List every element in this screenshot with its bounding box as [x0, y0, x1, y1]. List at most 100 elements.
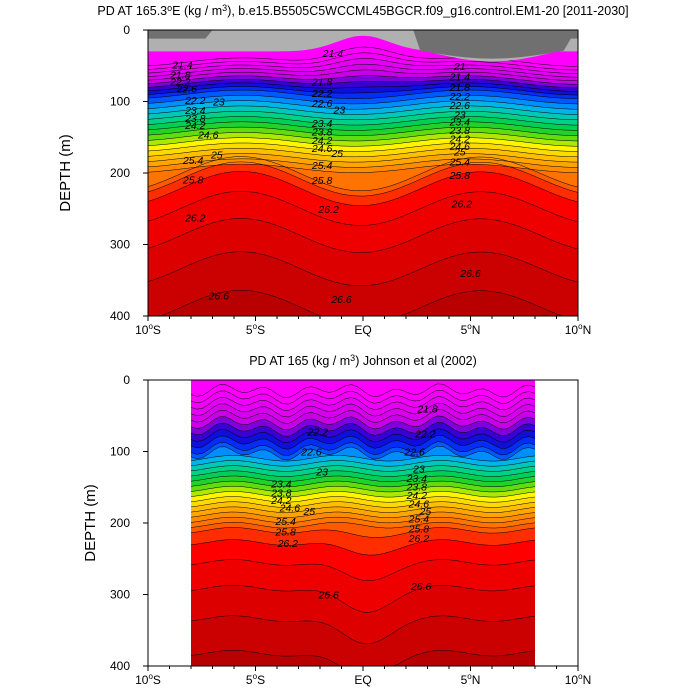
- y-axis-label-observed: DEPTH (m): [82, 484, 99, 562]
- contour-label: 22.2: [414, 429, 436, 441]
- contour-line: [190, 501, 536, 508]
- contour-line: [190, 445, 536, 461]
- contour-label: 24.6: [197, 129, 219, 141]
- y-axis-model: 0 100 200 300 400: [110, 23, 148, 323]
- contour-label: 26.6: [410, 581, 432, 593]
- x-tick-label: 10oS: [135, 322, 161, 337]
- contour-label: 21.8: [169, 69, 191, 81]
- y-axis-label-model: DEPTH (m): [57, 134, 74, 212]
- y-tick-label: 400: [110, 659, 130, 673]
- contour-label: 25.8: [449, 170, 471, 182]
- contour-lines-model: [148, 30, 578, 316]
- contour-label: 23.4: [270, 479, 292, 491]
- masked-region-dark: [148, 30, 578, 59]
- contour-line: [190, 409, 536, 424]
- contour-line: [190, 559, 536, 582]
- contour-label: 24.6: [279, 502, 301, 514]
- contour-line: [148, 86, 578, 96]
- contour-label: 21.4: [171, 59, 193, 71]
- contour-label: 21.8: [416, 404, 438, 416]
- contour-label: 24.2: [270, 495, 292, 507]
- contour-line: [190, 539, 536, 556]
- contour-label: 22.6: [403, 447, 425, 459]
- contour-label: 25.8: [182, 174, 204, 186]
- contour-label: 25: [302, 506, 315, 518]
- contour-label: 23: [315, 467, 328, 479]
- contour-label: 26.2: [408, 533, 430, 545]
- contour-label: 25: [453, 147, 466, 159]
- contour-line: [190, 527, 536, 538]
- contour-band: [191, 380, 535, 398]
- contour-line: [148, 153, 578, 163]
- contour-line: [190, 422, 536, 437]
- contour-line: [190, 480, 536, 488]
- contour-label: 22.6: [449, 100, 471, 112]
- contour-line: [148, 75, 578, 85]
- contour-line: [148, 95, 578, 105]
- contour-label: 24.2: [311, 135, 333, 147]
- x-tick-label: 5oS: [246, 672, 265, 687]
- contour-label: 25.4: [182, 155, 204, 167]
- contour-line: [190, 486, 536, 493]
- contour-line: [190, 470, 536, 477]
- contour-line: [148, 79, 578, 89]
- contour-line: [148, 63, 578, 78]
- contour-label: 24.6: [311, 143, 333, 155]
- y-tick-label: 200: [110, 166, 130, 180]
- contour-label: 21.8: [311, 77, 333, 89]
- contour-label: 21.4: [449, 72, 471, 84]
- contour-line: [190, 584, 536, 613]
- contour-line: [190, 506, 536, 513]
- contour-label: 26.2: [451, 199, 473, 211]
- contour-line: [148, 290, 578, 316]
- contour-line: [148, 89, 578, 99]
- x-axis-model: 10oS 5oS EQ 5oN 10oN: [135, 316, 591, 337]
- contour-line: [190, 428, 536, 443]
- x-axis-observed: 10oS 5oS EQ 5oN 10oN: [135, 666, 591, 687]
- contour-label: 22.2: [311, 88, 333, 100]
- contour-label: 22.2: [307, 427, 329, 439]
- y-tick-label: 100: [110, 445, 130, 459]
- contour-label: 22.2: [449, 91, 471, 103]
- contour-label: 23: [333, 104, 346, 116]
- contour-label: 23.4: [184, 105, 206, 117]
- contour-line: [148, 121, 578, 131]
- contour-label: 23.8: [311, 127, 333, 139]
- contour-label: 24.2: [184, 120, 206, 132]
- contour-line: [190, 516, 536, 524]
- x-tick-label: EQ: [354, 323, 371, 337]
- contour-line: [148, 161, 578, 197]
- contour-labels-model: 21.421.822.222.622.2 2323.423.824.224.625…: [169, 48, 481, 306]
- contour-fill-model: [148, 30, 578, 316]
- contour-label: 25: [210, 149, 223, 161]
- contour-label: 24.6: [408, 499, 430, 511]
- contour-label: 26.2: [317, 204, 339, 216]
- contour-label: 24.2: [406, 490, 428, 502]
- contour-line: [148, 126, 578, 136]
- contour-label: 26.6: [459, 268, 481, 280]
- contour-line: [190, 475, 536, 482]
- contour-line: [148, 156, 578, 192]
- y-tick-label: 100: [110, 95, 130, 109]
- contour-label: 22.2: [169, 77, 191, 89]
- contour-line: [190, 434, 536, 450]
- contour-label: 26.6: [208, 290, 230, 302]
- contour-label: 23.8: [184, 113, 206, 125]
- contour-line: [190, 522, 536, 529]
- contour-line: [190, 441, 536, 456]
- contour-line: [190, 415, 536, 431]
- x-tick-label: 10oN: [565, 672, 591, 687]
- contour-label: 25: [419, 506, 432, 518]
- contour-label: 24.2: [449, 134, 471, 146]
- contour-line: [148, 82, 578, 92]
- x-tick-label: 5oS: [246, 322, 265, 337]
- y-tick-label: 300: [110, 238, 130, 252]
- contour-line: [148, 148, 578, 158]
- contour-label: 25.8: [408, 524, 430, 536]
- contour-label: 21: [453, 61, 466, 73]
- contour-line: [190, 511, 536, 518]
- x-tick-label: 5oN: [461, 322, 481, 337]
- contour-label: 23.4: [406, 473, 428, 485]
